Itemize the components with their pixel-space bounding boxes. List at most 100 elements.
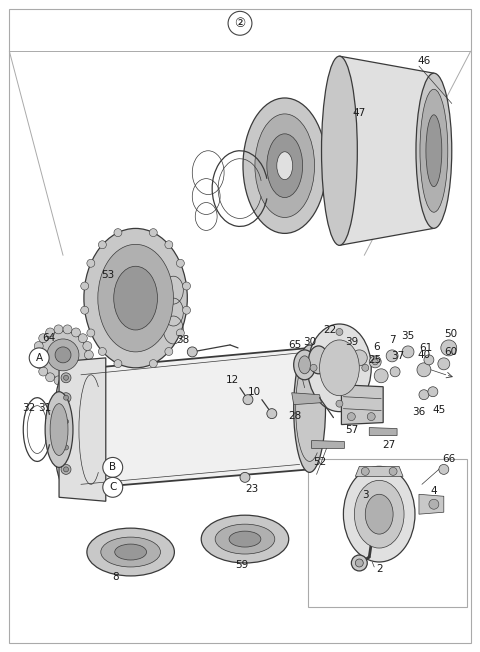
Circle shape bbox=[98, 348, 107, 355]
Circle shape bbox=[63, 419, 69, 424]
Text: 12: 12 bbox=[226, 375, 239, 385]
Circle shape bbox=[29, 348, 49, 368]
Text: 57: 57 bbox=[345, 424, 358, 434]
Polygon shape bbox=[312, 441, 344, 449]
Circle shape bbox=[429, 499, 439, 509]
Circle shape bbox=[439, 464, 449, 475]
Text: A: A bbox=[36, 353, 43, 363]
Text: 36: 36 bbox=[412, 407, 426, 417]
Text: 22: 22 bbox=[323, 325, 336, 335]
Ellipse shape bbox=[201, 515, 288, 563]
Ellipse shape bbox=[309, 346, 328, 374]
Circle shape bbox=[34, 342, 43, 351]
Text: 25: 25 bbox=[369, 355, 382, 365]
Circle shape bbox=[87, 329, 95, 337]
Circle shape bbox=[177, 259, 184, 267]
Circle shape bbox=[83, 359, 92, 368]
Circle shape bbox=[103, 458, 123, 477]
Ellipse shape bbox=[299, 356, 311, 374]
Circle shape bbox=[78, 367, 87, 376]
Circle shape bbox=[47, 339, 79, 371]
Circle shape bbox=[46, 328, 55, 337]
Ellipse shape bbox=[416, 73, 452, 228]
Circle shape bbox=[81, 306, 89, 314]
Circle shape bbox=[149, 360, 157, 368]
Circle shape bbox=[72, 328, 81, 337]
Circle shape bbox=[165, 241, 173, 248]
Ellipse shape bbox=[53, 365, 89, 494]
Text: 59: 59 bbox=[235, 560, 249, 570]
Circle shape bbox=[63, 376, 69, 380]
Circle shape bbox=[240, 472, 250, 482]
Circle shape bbox=[367, 413, 375, 421]
Text: 8: 8 bbox=[112, 572, 119, 582]
Text: 66: 66 bbox=[442, 454, 456, 464]
Text: ②: ② bbox=[234, 17, 246, 30]
Ellipse shape bbox=[365, 494, 393, 534]
Text: 47: 47 bbox=[353, 108, 366, 118]
Polygon shape bbox=[369, 428, 397, 436]
Ellipse shape bbox=[115, 544, 146, 560]
Circle shape bbox=[369, 356, 381, 368]
Ellipse shape bbox=[294, 345, 325, 472]
Text: 39: 39 bbox=[345, 337, 358, 347]
Circle shape bbox=[98, 241, 107, 248]
Ellipse shape bbox=[308, 324, 371, 411]
Circle shape bbox=[84, 350, 93, 359]
Text: 10: 10 bbox=[247, 387, 261, 396]
Polygon shape bbox=[355, 466, 403, 477]
Text: 31: 31 bbox=[38, 403, 52, 413]
Ellipse shape bbox=[87, 528, 174, 576]
Ellipse shape bbox=[50, 404, 68, 456]
Circle shape bbox=[372, 359, 378, 365]
Circle shape bbox=[61, 417, 71, 426]
Circle shape bbox=[72, 373, 81, 382]
Text: 27: 27 bbox=[383, 441, 396, 451]
Circle shape bbox=[81, 282, 89, 290]
Circle shape bbox=[351, 555, 367, 571]
Circle shape bbox=[54, 376, 63, 385]
Ellipse shape bbox=[215, 524, 275, 554]
Text: 52: 52 bbox=[313, 458, 326, 467]
Circle shape bbox=[114, 229, 122, 237]
Bar bbox=[308, 460, 467, 607]
Circle shape bbox=[351, 350, 367, 366]
Circle shape bbox=[39, 331, 87, 379]
Text: 6: 6 bbox=[373, 342, 380, 352]
Circle shape bbox=[61, 464, 71, 475]
Ellipse shape bbox=[343, 466, 415, 562]
Circle shape bbox=[374, 369, 388, 383]
Circle shape bbox=[182, 282, 191, 290]
Circle shape bbox=[417, 363, 431, 377]
Text: 23: 23 bbox=[245, 484, 259, 494]
Ellipse shape bbox=[229, 531, 261, 547]
Circle shape bbox=[243, 394, 253, 405]
Ellipse shape bbox=[277, 152, 293, 180]
Ellipse shape bbox=[243, 98, 326, 233]
Circle shape bbox=[310, 364, 317, 371]
Circle shape bbox=[149, 229, 157, 237]
Text: 61: 61 bbox=[420, 343, 432, 353]
Ellipse shape bbox=[84, 228, 187, 368]
Ellipse shape bbox=[320, 340, 360, 396]
Circle shape bbox=[389, 467, 397, 475]
Circle shape bbox=[390, 367, 400, 377]
Circle shape bbox=[87, 259, 95, 267]
Circle shape bbox=[83, 342, 92, 351]
Circle shape bbox=[33, 350, 42, 359]
Ellipse shape bbox=[114, 266, 157, 330]
Text: 46: 46 bbox=[417, 56, 431, 66]
Circle shape bbox=[336, 400, 343, 407]
Circle shape bbox=[402, 346, 414, 358]
Text: 40: 40 bbox=[418, 350, 431, 360]
Ellipse shape bbox=[426, 115, 442, 186]
Circle shape bbox=[419, 390, 429, 400]
Text: B: B bbox=[109, 462, 116, 473]
Text: C: C bbox=[109, 482, 117, 492]
Circle shape bbox=[182, 306, 191, 314]
Circle shape bbox=[63, 376, 72, 385]
Circle shape bbox=[267, 409, 277, 419]
Circle shape bbox=[428, 387, 438, 396]
Circle shape bbox=[386, 350, 398, 362]
Ellipse shape bbox=[98, 244, 173, 352]
